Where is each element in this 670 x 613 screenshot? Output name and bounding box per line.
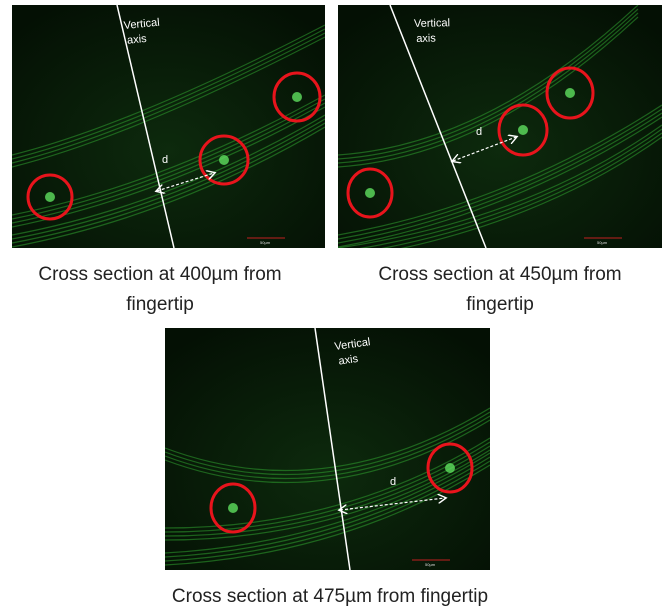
page: Verticalaxisd50µm Verticalaxisd50µm Vert…: [0, 0, 670, 613]
fluorescent-spot: [518, 125, 528, 135]
scale-label: 50µm: [260, 240, 271, 245]
fluorescent-spot: [219, 155, 229, 165]
fluorescent-spot: [228, 503, 238, 513]
fluorescent-spot: [365, 188, 375, 198]
axis-label: axis: [416, 33, 436, 45]
axis-label: axis: [127, 33, 148, 47]
scale-label: 50µm: [597, 240, 608, 245]
caption: Cross section at 450µm from fingertip: [370, 260, 630, 320]
distance-label: d: [162, 154, 168, 166]
caption: Cross section at 475µm from fingertip: [60, 582, 600, 612]
fluorescent-spot: [292, 92, 302, 102]
image-background: [12, 5, 325, 248]
caption: Cross section at 400µm from fingertip: [0, 260, 320, 320]
distance-label: d: [476, 126, 482, 138]
scale-label: 50µm: [425, 562, 436, 567]
axis-label: Vertical: [414, 17, 450, 30]
fluorescent-spot: [445, 463, 455, 473]
fluorescent-spot: [45, 192, 55, 202]
micrograph: Vertical axis d 50µm: [338, 5, 662, 248]
distance-label: d: [390, 476, 396, 488]
fluorescent-spot: [565, 88, 575, 98]
